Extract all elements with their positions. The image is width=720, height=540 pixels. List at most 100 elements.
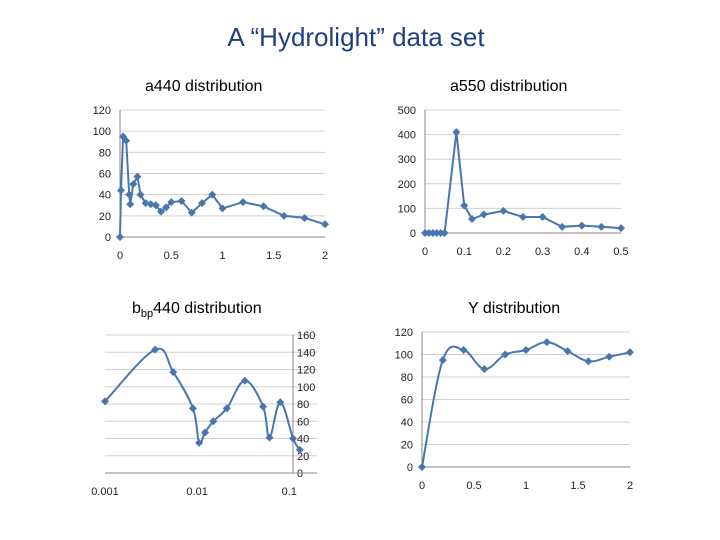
bbp440-ytick-label: 0	[297, 468, 303, 480]
a550-data-point	[440, 229, 449, 237]
Y-ytick-label: 100	[395, 350, 413, 362]
bbp440-data-point	[240, 376, 249, 385]
a550-xtick-label: 0.3	[535, 246, 550, 258]
a550-xtick-label: 0.2	[496, 246, 511, 258]
a440-data-point	[208, 190, 217, 199]
a440-data-point	[117, 186, 126, 195]
a550-data-point	[577, 221, 586, 230]
a440-data-point	[126, 200, 135, 209]
a440-ytick-label: 80	[99, 147, 111, 159]
a440-xtick-label: 1.5	[266, 250, 281, 262]
bbp440-title-rest: 440 distribution	[153, 300, 262, 317]
bbp440-ytick-label: 120	[297, 365, 315, 377]
bbp440-ytick-label: 140	[297, 347, 315, 359]
Y-data-point	[418, 463, 426, 471]
a440-xtick-label: 2	[322, 250, 328, 262]
Y-data-point	[459, 346, 468, 354]
bbp440-data-point	[169, 368, 178, 377]
a440-data-point	[116, 233, 124, 241]
a440-data-point	[162, 203, 171, 212]
Y-data-point	[522, 346, 530, 354]
bbp440-ytick-label: 80	[297, 399, 309, 411]
a440-data-point	[259, 202, 268, 211]
Y-series-line	[421, 341, 631, 468]
a440-data-point	[167, 198, 176, 207]
a550-data-point	[538, 213, 547, 222]
a550-ytick-label: 100	[398, 203, 416, 215]
a440-data-point	[129, 180, 138, 189]
Y-data-point	[480, 365, 489, 374]
bbp440-title-sub: bp	[140, 308, 154, 321]
a550-data-point	[452, 128, 461, 137]
a440-data-point	[141, 199, 150, 208]
a550-ytick-label: 400	[398, 130, 416, 142]
Y-xtick-label: 0	[419, 480, 425, 492]
y-chart-title: Y distribution	[468, 300, 561, 317]
bbp440-data-point	[201, 428, 210, 437]
Y-ytick-label: 120	[395, 327, 413, 339]
bbp440-ytick-label: 20	[297, 451, 309, 463]
bbp440-data-point	[151, 345, 160, 354]
a440-data-point	[133, 172, 142, 181]
Y-data-point	[563, 347, 572, 356]
bbp440-xtick-label: 0.1	[282, 486, 297, 498]
Y-data-point	[438, 356, 447, 365]
Y-ytick-label: 20	[401, 440, 413, 452]
a550-xtick-label: 0	[422, 246, 428, 258]
bbp440-data-point	[265, 433, 274, 442]
a440-data-point	[157, 207, 165, 216]
a550-xtick-label: 0.1	[457, 246, 472, 258]
bbp440-data-point	[222, 404, 231, 413]
a440-ytick-label: 20	[99, 211, 111, 223]
bbp440-ytick-label: 60	[297, 416, 309, 428]
Y-data-point	[584, 357, 593, 366]
a550-data-point	[558, 222, 567, 231]
a550-data-point	[468, 214, 477, 223]
a550-ytick-label: 0	[410, 228, 416, 240]
a440-data-point	[151, 201, 160, 210]
a440-ytick-label: 100	[93, 126, 111, 138]
bbp440-data-point	[188, 404, 197, 413]
a440-ytick-label: 0	[105, 232, 111, 244]
a440-chart: 0 20 40 60 80 100 120 0 0.5 1 1.5 2	[93, 105, 329, 262]
Y-xtick-label: 1	[523, 480, 529, 492]
bbp440-ytick-label: 100	[297, 382, 315, 394]
Y-chart: 0 20 40 60 80 100 120 0 0.5 1 1.5 2	[395, 327, 634, 492]
a440-data-point	[136, 190, 145, 199]
a550-xtick-label: 0.5	[613, 246, 628, 258]
Y-data-point	[605, 352, 614, 361]
bbp440-xtick-label: 0.001	[91, 486, 119, 498]
Y-data-point	[501, 350, 510, 359]
a440-data-point	[177, 197, 186, 206]
a550-data-point	[519, 213, 527, 222]
a550-chart-title: a550 distribution	[450, 78, 568, 95]
a440-xtick-label: 0.5	[164, 250, 179, 262]
Y-ytick-label: 60	[401, 395, 413, 407]
Y-ytick-label: 0	[407, 462, 413, 474]
a550-ytick-label: 300	[398, 154, 416, 166]
bbp440-data-point	[195, 438, 204, 447]
a440-data-point	[218, 204, 227, 213]
bbp440-ytick-label: 40	[297, 434, 309, 446]
a550-data-point	[460, 201, 469, 210]
a550-data-point	[597, 222, 606, 231]
a550-data-point	[479, 210, 488, 219]
a440-ytick-label: 120	[93, 105, 111, 117]
a440-data-point	[321, 220, 329, 229]
a440-data-point	[125, 190, 134, 199]
a440-data-point	[280, 211, 288, 220]
a440-data-point	[239, 198, 247, 207]
bbp440-data-point	[209, 417, 218, 426]
bbp440-title-b: b	[132, 300, 141, 317]
a440-chart-title: a440 distribution	[145, 78, 263, 95]
a550-ytick-label: 500	[398, 105, 416, 117]
Y-xtick-label: 1.5	[570, 480, 585, 492]
bbp440-chart: 0 20 40 60 80 100 120 140 160 0.001 0.01 0.1	[91, 330, 317, 498]
Y-data-point	[542, 338, 551, 347]
a440-data-point	[146, 200, 155, 209]
a550-data-point	[499, 206, 508, 215]
a550-data-point	[617, 224, 625, 233]
bbp440-chart-title: bbp440 distribution	[132, 300, 262, 320]
a550-ytick-label: 200	[398, 179, 416, 191]
